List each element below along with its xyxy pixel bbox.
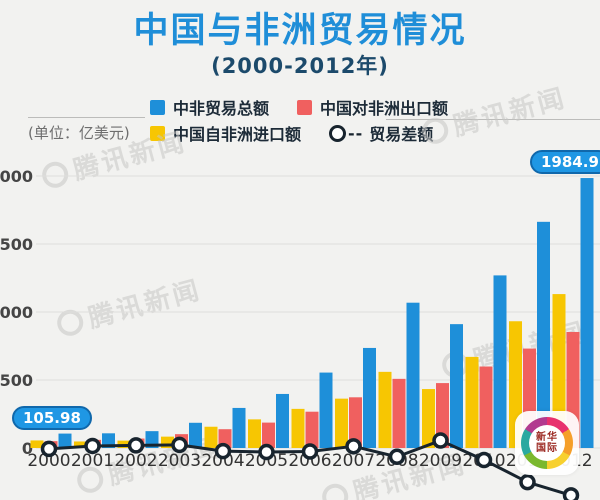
balance-point-2007 xyxy=(345,438,362,455)
balance-point-2010 xyxy=(475,451,493,469)
bar-import-2005 xyxy=(248,419,261,448)
bar-import-2003 xyxy=(161,436,174,448)
bar-total-2008 xyxy=(406,302,420,448)
balance-point-2009 xyxy=(432,432,449,449)
bar-export-2007 xyxy=(349,397,362,448)
bar-import-2004 xyxy=(204,426,218,448)
bar-total-2011 xyxy=(537,221,550,448)
x-tick-label-2000: 2000 xyxy=(27,451,70,471)
y-tick-label: 0 xyxy=(22,439,33,458)
bar-total-2000 xyxy=(58,433,72,448)
logo-text-line1: 新华 xyxy=(536,431,558,443)
bar-export-2010 xyxy=(479,366,493,448)
total-trade-swatch xyxy=(150,99,165,115)
data-label-2000-total: 105.98 xyxy=(12,406,92,430)
unit-label: (单位：亿美元) xyxy=(28,124,130,142)
x-tick-label-2004: 2004 xyxy=(201,451,244,471)
bar-total-2009 xyxy=(450,324,463,448)
xinhua-ring-icon: 新华 国际 xyxy=(521,417,573,469)
x-tick-label-2002: 2002 xyxy=(114,451,157,471)
x-tick-label-2007: 2007 xyxy=(332,451,375,471)
legend-label: 中非贸易总额 xyxy=(173,99,270,118)
x-tick-label-2006: 2006 xyxy=(288,451,331,471)
balance-point-2005 xyxy=(258,443,275,461)
import-swatch xyxy=(150,125,165,141)
x-tick-label-2003: 2003 xyxy=(158,451,201,471)
divider-line xyxy=(28,117,145,118)
bar-import-2009 xyxy=(422,389,435,448)
chart-legend: 中非贸易总额 中国对非洲出口额 中国自非洲进口额 -- 贸易差额 xyxy=(150,94,476,146)
bar-import-2007 xyxy=(335,398,348,448)
export-swatch xyxy=(297,99,313,115)
balance-point-2012 xyxy=(562,487,580,500)
page-title: 中国与非洲贸易情况 xyxy=(133,11,467,51)
bar-total-2004 xyxy=(232,407,246,448)
bar-export-2009 xyxy=(436,383,449,448)
balance-point-2000 xyxy=(40,440,58,458)
balance-line-marker-icon: -- xyxy=(329,124,363,143)
xinhua-international-logo: 新华 国际 xyxy=(515,411,579,475)
bar-total-2012 xyxy=(580,178,594,449)
trade-chart: 0500100015002000200020012002200320042005… xyxy=(0,167,600,500)
bar-export-2005 xyxy=(262,422,275,448)
legend-item-export: 中国对非洲出口额 xyxy=(297,95,448,119)
balance-point-2011 xyxy=(519,473,536,491)
y-tick-label: 1500 xyxy=(0,235,33,254)
bar-total-2010 xyxy=(493,275,507,448)
bar-total-2006 xyxy=(319,372,333,448)
legend-row: 中非贸易总额 中国对非洲出口额 xyxy=(150,94,476,120)
balance-point-2008 xyxy=(388,448,406,466)
divider-line xyxy=(386,119,600,120)
legend-item-total: 中非贸易总额 xyxy=(150,95,269,119)
legend-label: 中国对非洲出口额 xyxy=(320,99,449,118)
y-tick-label: 1000 xyxy=(0,303,33,322)
bar-total-2005 xyxy=(276,393,289,448)
y-tick-label: 500 xyxy=(0,371,33,390)
legend-label: 贸易差额 xyxy=(369,125,434,144)
x-tick-label-2009: 2009 xyxy=(419,451,462,471)
legend-label: 中国自非洲进口额 xyxy=(173,125,302,144)
balance-point-2006 xyxy=(301,443,319,460)
legend-item-import: 中国自非洲进口额 xyxy=(150,121,301,145)
bar-import-2012 xyxy=(552,294,566,448)
bar-total-2007 xyxy=(363,347,376,448)
bar-import-2006 xyxy=(291,408,305,448)
bar-import-2000 xyxy=(30,440,44,448)
x-tick-label-2005: 2005 xyxy=(245,451,288,471)
bar-export-2006 xyxy=(305,411,319,448)
logo-text-line2: 国际 xyxy=(536,443,558,454)
balance-point-2001 xyxy=(84,437,101,455)
y-tick-label: 2000 xyxy=(0,167,33,186)
bar-import-2008 xyxy=(378,371,392,448)
x-tick-label-2001: 2001 xyxy=(71,451,114,471)
page-subtitle: (2000-2012年) xyxy=(211,54,389,78)
balance-point-2004 xyxy=(214,442,232,460)
bar-total-2003 xyxy=(189,422,202,448)
bar-import-2010 xyxy=(465,356,479,448)
bar-export-2008 xyxy=(392,378,406,448)
legend-item-balance: -- 贸易差额 xyxy=(329,121,433,145)
bar-import-2001 xyxy=(74,441,87,448)
balance-point-2002 xyxy=(127,437,145,454)
legend-row: 中国自非洲进口额 -- 贸易差额 xyxy=(150,120,476,146)
balance-point-2003 xyxy=(171,436,188,454)
data-label-2012-total: 1984.9 xyxy=(530,150,600,174)
